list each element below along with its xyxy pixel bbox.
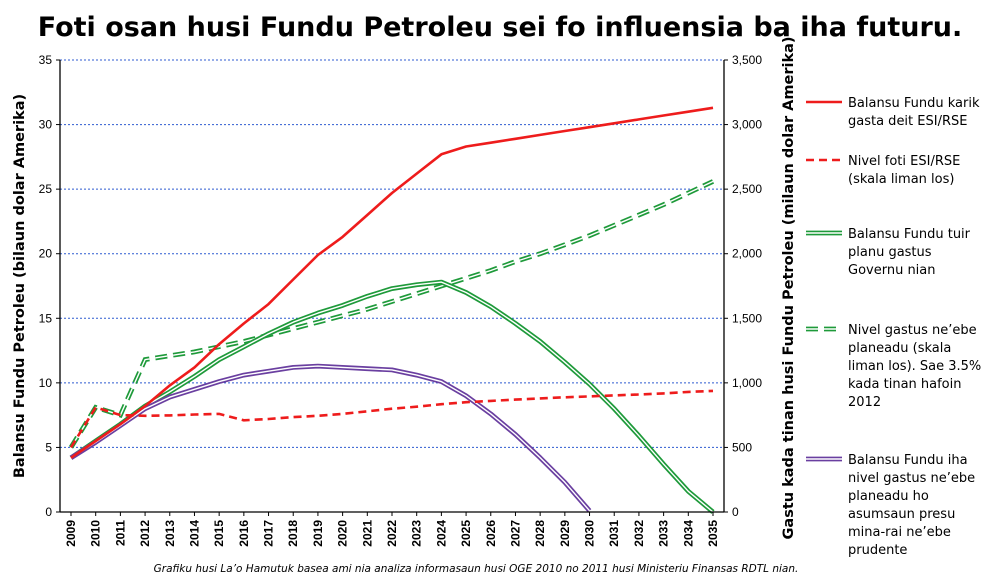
x-tick-label: 2019 [311, 520, 325, 547]
y-left-tick-label: 0 [45, 505, 52, 519]
x-tick-label: 2035 [706, 520, 720, 547]
x-tick-label: 2024 [434, 520, 448, 547]
x-tick-label: 2021 [360, 520, 374, 547]
y-right-tick-label: 3,500 [732, 53, 762, 67]
x-tick-label: 2011 [113, 520, 127, 546]
x-tick-label: 2022 [385, 520, 399, 547]
x-tick-label: 2034 [681, 520, 695, 547]
x-tick-label: 2023 [410, 520, 424, 547]
x-tick-label: 2012 [138, 520, 152, 547]
y-right-tick-label: 500 [732, 440, 752, 454]
chart-title: Foti osan husi Fundu Petroleu sei fo inf… [38, 12, 963, 43]
plot-area [60, 60, 724, 512]
x-tick-label: 2016 [237, 520, 251, 547]
x-tick-label: 2017 [262, 520, 276, 547]
x-tick-label: 2026 [484, 520, 498, 547]
series-lines [68, 106, 715, 514]
y-right-tick-label: 3,000 [732, 118, 762, 132]
x-tick-label: 2020 [336, 520, 350, 547]
chart-caption: Grafiku husi La’o Hamutuk basea ami nia … [154, 563, 799, 575]
y-left-tick-label: 15 [39, 311, 53, 325]
x-tick-label: 2029 [558, 520, 572, 547]
legend-label-3: Balansu Fundu tuir planu gastus Governu ni… [848, 227, 971, 278]
x-tick-label: 2018 [286, 520, 300, 547]
series-line-5-inner [70, 365, 591, 512]
y-left-tick-label: 20 [39, 247, 53, 261]
axes: 0510152025303505001,0001,5002,0002,5003,… [39, 53, 763, 547]
x-tick-label: 2033 [657, 520, 671, 547]
x-tick-label: 2027 [508, 520, 522, 547]
y-axis-left-label: Balansu Fundu Petroleu (bilaun dolar Ame… [12, 94, 28, 478]
x-tick-label: 2030 [583, 520, 597, 547]
x-tick-label: 2014 [187, 520, 201, 547]
y-right-tick-label: 1,500 [732, 311, 762, 325]
y-right-tick-label: 0 [732, 505, 739, 519]
x-tick-label: 2009 [64, 520, 78, 547]
x-tick-label: 2025 [459, 520, 473, 547]
legend: Balansu Fundu karik gasta deit ESI/RSE Niv… [806, 96, 981, 558]
y-right-tick-label: 2,000 [732, 247, 762, 261]
legend-label-4: Nivel gastus ne’ebe planeadu (skala liman … [848, 323, 981, 410]
x-tick-label: 2013 [163, 520, 177, 547]
legend-label-2: Nivel foti ESI/RSE (skala liman los) [848, 154, 960, 187]
legend-label-1: Balansu Fundu karik gasta deit ESI/RSE [848, 96, 980, 129]
x-tick-label: 2031 [607, 520, 621, 547]
y-left-tick-label: 35 [39, 53, 53, 67]
x-tick-label: 2032 [632, 520, 646, 547]
y-left-tick-label: 30 [39, 118, 53, 132]
y-right-tick-label: 1,000 [732, 376, 762, 390]
x-tick-label: 2015 [212, 520, 226, 547]
y-right-tick-label: 2,500 [732, 182, 762, 196]
grid-lines [60, 59, 724, 512]
series-line-2 [69, 389, 714, 449]
series-line-1 [70, 106, 714, 459]
x-tick-label: 2028 [533, 520, 547, 547]
series-line-4-inner [70, 180, 714, 448]
x-tick-label: 2010 [89, 520, 103, 547]
y-left-tick-label: 5 [45, 440, 52, 454]
y-axis-right-label: Gastu kada tinan husi Fundu Petroleu (mi… [781, 37, 797, 540]
y-left-tick-label: 25 [39, 182, 53, 196]
series-line-3-inner [70, 281, 714, 513]
y-left-tick-label: 10 [39, 376, 53, 390]
legend-label-5: Balansu Fundu iha nivel gastus ne’ebe plan… [848, 453, 975, 558]
